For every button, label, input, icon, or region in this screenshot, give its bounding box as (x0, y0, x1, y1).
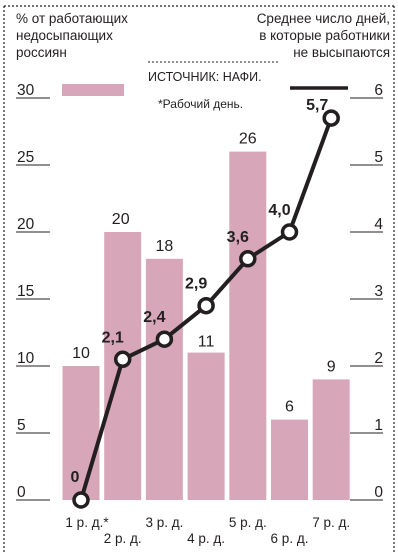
right-tick-label: 1 (374, 417, 383, 434)
category-label: 2 р. д. (104, 531, 142, 546)
bar-value-label: 10 (72, 345, 90, 362)
line-point (239, 250, 257, 268)
line-value-label: 0 (71, 469, 80, 486)
left-tick-label: 0 (17, 484, 26, 501)
bar-series (62, 151, 350, 500)
line-point (155, 330, 174, 348)
line-point (72, 491, 90, 509)
right-tick-label: 3 (374, 283, 383, 300)
right-tick-label: 0 (374, 484, 383, 501)
right-axis-title-line: в которые работники (259, 28, 390, 43)
category-label: 3 р. д. (145, 515, 183, 530)
line-point (113, 350, 132, 369)
line-value-label: 4,0 (268, 202, 290, 219)
left-axis-title-line: россиян (16, 45, 67, 60)
left-tick-label: 15 (17, 283, 34, 300)
left-tick-label: 30 (17, 82, 35, 99)
bar (145, 258, 183, 500)
source-text: ИСТОЧНИК: НАФИ. (148, 70, 262, 84)
category-label: 7 р. д. (312, 515, 350, 530)
left-tick-label: 20 (17, 216, 35, 233)
category-label: 5 р. д. (229, 515, 267, 530)
right-axis-title-line: Среднее число дней, (257, 11, 390, 26)
line-value-label: 2,4 (143, 309, 165, 326)
legend-bar-swatch (62, 84, 124, 96)
category-label: 6 р. д. (271, 531, 309, 546)
line-value-label: 3,6 (227, 229, 249, 246)
bar-value-labels: 10 20 18 11 26 6 9 (72, 131, 336, 416)
bar (187, 352, 225, 500)
bar (312, 379, 350, 500)
chart-frame (3, 5, 395, 553)
bar-value-label: 26 (239, 131, 257, 148)
line-value-label: 2,9 (185, 276, 207, 293)
line-point (322, 109, 340, 127)
bar (229, 151, 267, 500)
right-tick-label: 2 (374, 350, 383, 367)
bar-value-label: 11 (198, 334, 215, 351)
right-tick-label: 6 (374, 82, 383, 99)
left-axis-title-line: недосыпающих (16, 28, 113, 43)
line-value-labels: 0 2,1 2,4 2,9 3,6 4,0 5,7 (71, 97, 329, 486)
right-tick-label: 4 (374, 216, 383, 233)
bar-value-label: 6 (285, 399, 294, 416)
left-tick-label: 5 (17, 417, 26, 434)
legend: ИСТОЧНИК: НАФИ. *Рабочий день. (62, 61, 348, 111)
bar-value-label: 9 (327, 358, 336, 375)
line-series (72, 109, 340, 509)
left-axis-title: % от работающих недосыпающих россиян (16, 11, 128, 60)
category-axis: 1 р. д.*2 р. д.3 р. д. 4 р. д. 5 р. д. 6 р.… (65, 515, 350, 546)
bar-value-label: 20 (112, 211, 130, 228)
right-axis: 6 5 4 3 2 1 0 (350, 82, 383, 501)
line-point (280, 223, 299, 241)
left-tick-label: 10 (17, 350, 35, 367)
left-axis-title-line: % от работающих (16, 11, 128, 26)
right-axis-title-line: не высыпаются (293, 45, 390, 60)
footnote-text: *Рабочий день. (158, 97, 243, 111)
right-axis-title: Среднее число дней, в которые работники … (257, 11, 390, 60)
left-tick-label: 25 (17, 149, 34, 166)
category-label: 4 р. д. (187, 531, 225, 546)
category-label: 1 р. д.* (65, 515, 109, 530)
bar (271, 419, 308, 500)
line-value-label: 5,7 (306, 97, 328, 114)
line-point (197, 296, 215, 315)
bar-value-label: 18 (156, 238, 174, 255)
line-value-label: 2,1 (102, 329, 124, 346)
bar (62, 366, 100, 500)
left-axis: 30 25 20 15 10 5 0 (16, 82, 50, 501)
right-tick-label: 5 (374, 149, 383, 166)
